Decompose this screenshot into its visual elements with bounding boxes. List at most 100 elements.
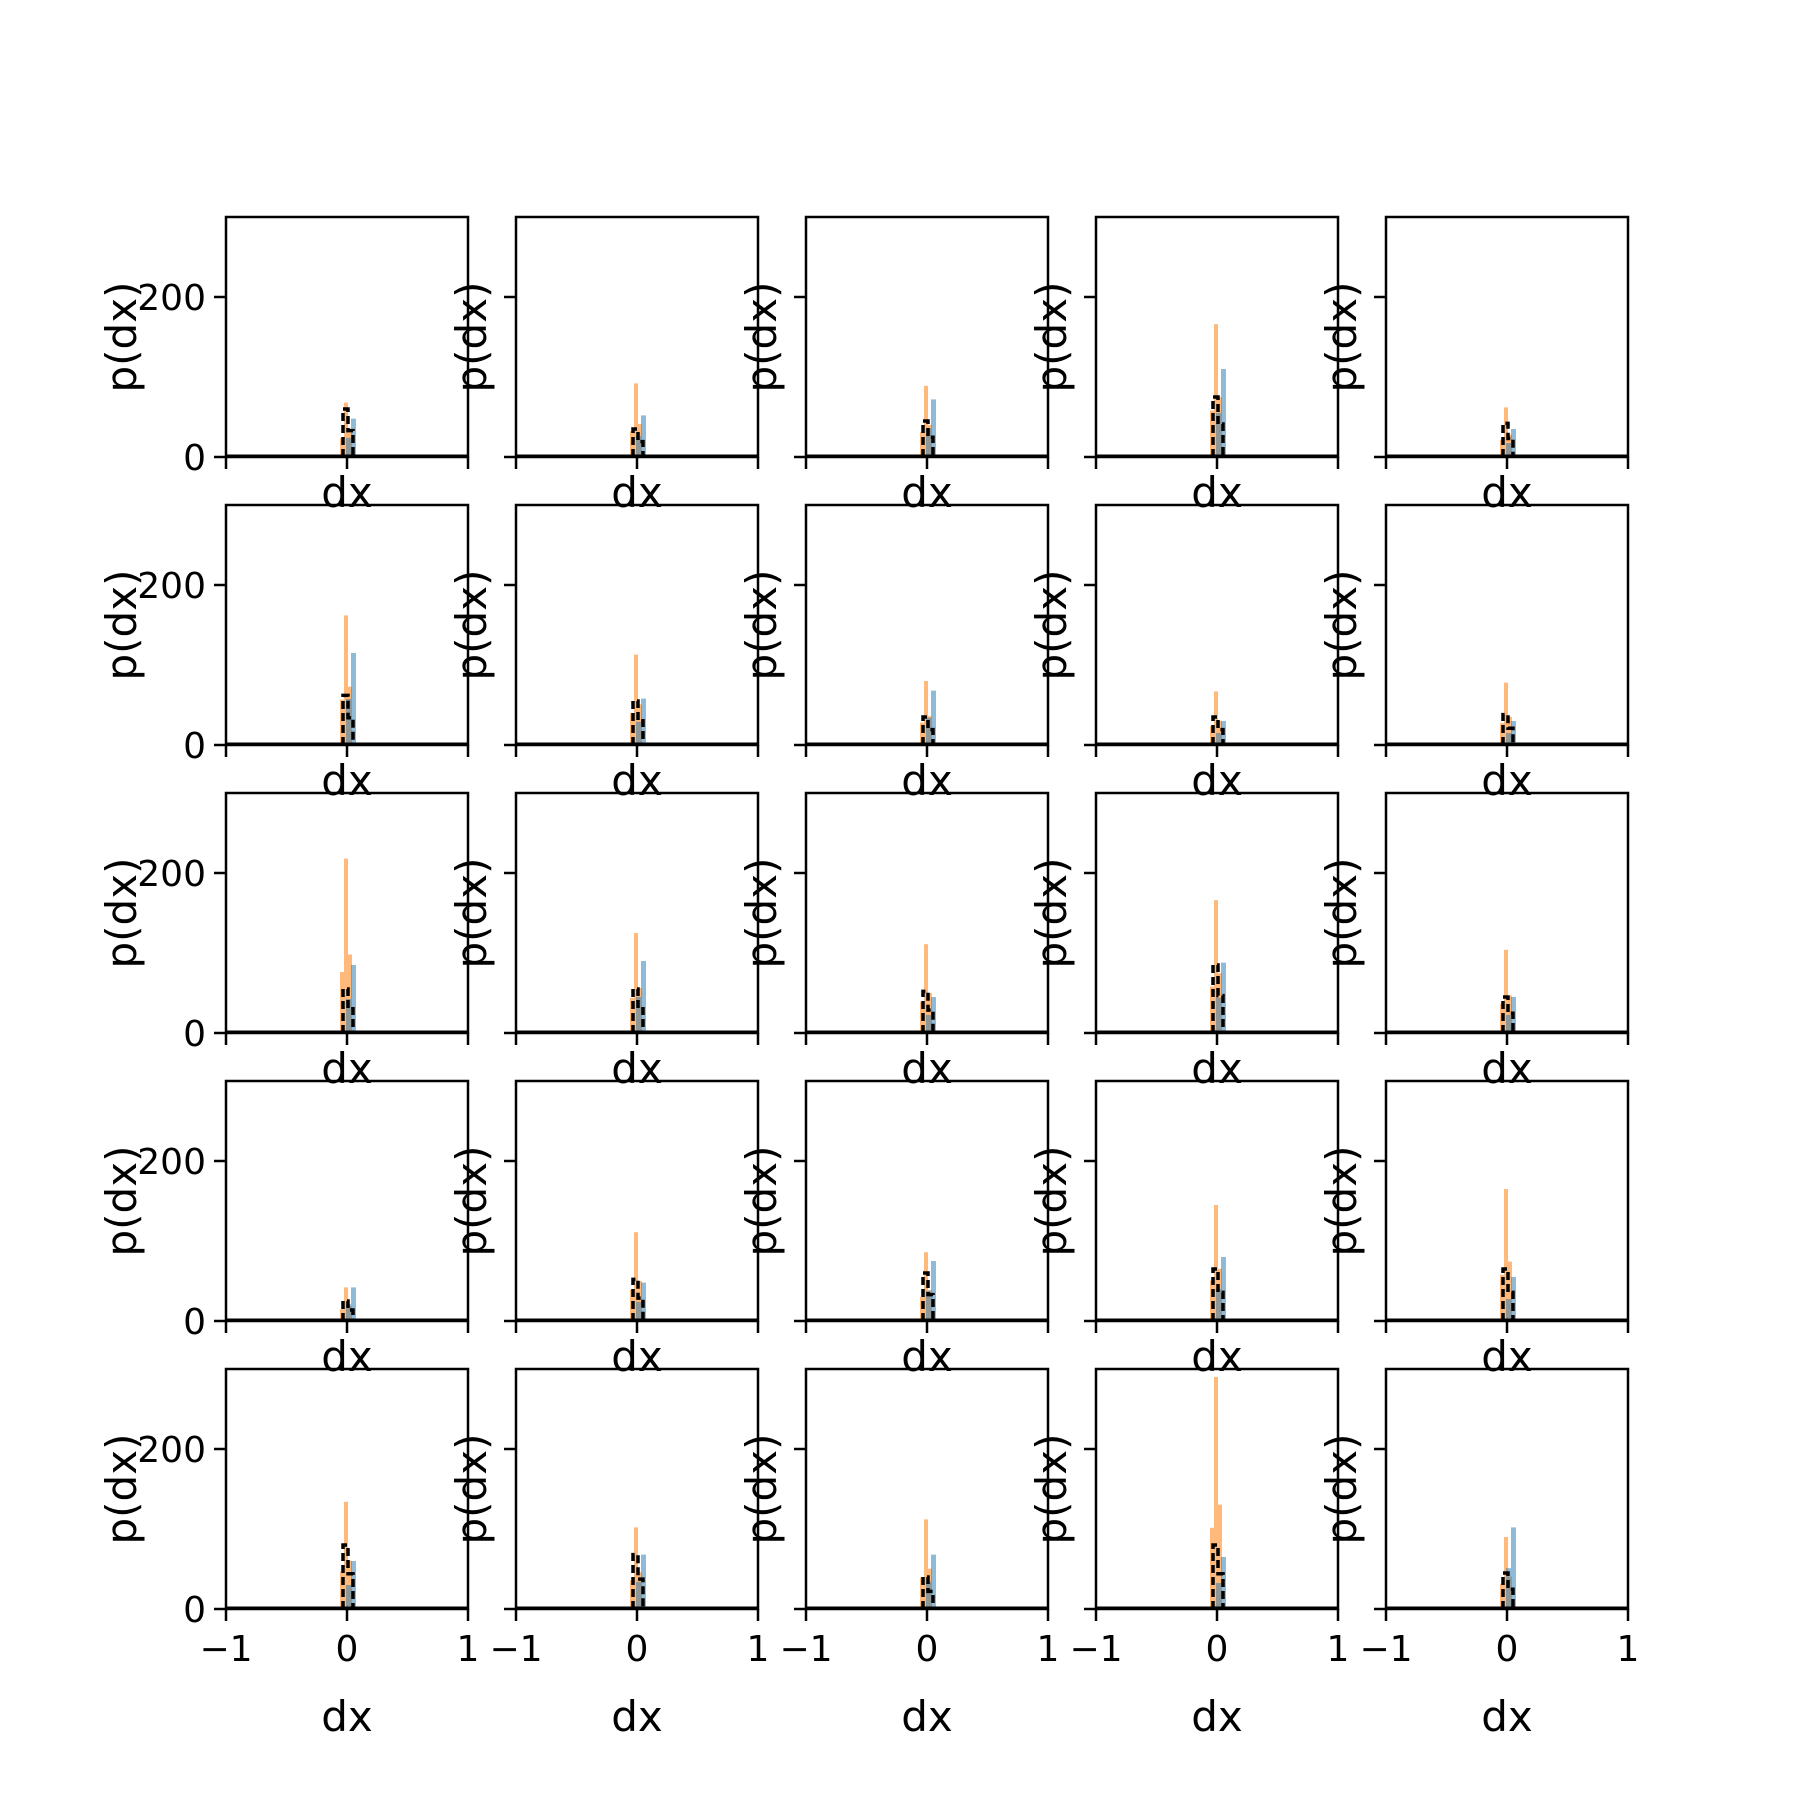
blue-hist-bar — [931, 1261, 936, 1321]
orange-hist-bar — [1210, 410, 1214, 457]
blue-hist-bar — [1506, 1299, 1511, 1321]
orange-hist-bar — [920, 722, 924, 745]
black-reference-step — [631, 699, 645, 745]
x-tick-label: 1 — [1327, 1629, 1350, 1670]
blue-hist-bar — [346, 1585, 351, 1609]
axes-frame — [224, 1079, 470, 1323]
x-axis-label: dx — [1481, 1692, 1533, 1741]
blue-hist-bar — [1216, 733, 1221, 745]
black-reference-step — [921, 1575, 935, 1609]
subplot-5-5: −1 0 1 dx p(dx) — [1317, 1367, 1639, 1741]
y-axis-label: p(dx) — [1027, 1146, 1076, 1257]
y-axis-label: p(dx) — [737, 282, 786, 393]
black-reference-step — [1211, 715, 1225, 745]
y-tick-label: 200 — [137, 566, 206, 607]
blue-hist-bar — [926, 428, 931, 457]
black-reference-step — [1211, 1543, 1225, 1609]
blue-hist-bar — [641, 961, 646, 1033]
y-axis-label: p(dx) — [447, 1434, 496, 1545]
orange-hist-bar — [1210, 986, 1214, 1033]
x-axis-label: dx — [1191, 1332, 1243, 1381]
blue-hist-bar — [1506, 443, 1511, 457]
black-reference-step — [1211, 963, 1225, 1033]
orange-hist-bar — [928, 993, 932, 1033]
x-axis-label: dx — [1191, 468, 1243, 517]
subplot-1-2: dx p(dx) — [447, 215, 760, 517]
orange-hist-bar — [1218, 1504, 1222, 1609]
orange-hist-bar — [1504, 1189, 1508, 1321]
y-axis-label: p(dx) — [1317, 1434, 1366, 1545]
orange-hist-bar — [1504, 407, 1508, 457]
y-axis-label: p(dx) — [1027, 1434, 1076, 1545]
y-axis-label: p(dx) — [1027, 570, 1076, 681]
subplot-4-5: dx p(dx) — [1317, 1079, 1630, 1381]
black-reference-step — [921, 1271, 935, 1321]
subplot-1-1: 0 200 dx p(dx) — [97, 215, 470, 517]
black-reference-step — [1211, 1267, 1225, 1321]
blue-hist-bar — [1506, 1568, 1511, 1609]
orange-hist-bar — [1210, 726, 1214, 745]
x-axis-label: dx — [321, 756, 373, 805]
y-axis-label: p(dx) — [1027, 858, 1076, 969]
x-axis-label: dx — [611, 1692, 663, 1741]
y-axis-label: p(dx) — [737, 1434, 786, 1545]
x-axis-label: dx — [901, 1044, 953, 1093]
subplot-4-4: dx p(dx) — [1027, 1079, 1340, 1381]
x-axis-label: dx — [321, 468, 373, 517]
subplot-2-4: dx p(dx) — [1027, 503, 1340, 805]
orange-hist-bar — [634, 1527, 638, 1609]
x-tick-label: 1 — [457, 1629, 480, 1670]
orange-hist-bar — [634, 1232, 638, 1321]
orange-hist-bar — [340, 437, 344, 457]
orange-hist-bar — [1214, 324, 1218, 457]
x-axis-label: dx — [321, 1044, 373, 1093]
blue-hist-bar — [1216, 1583, 1221, 1609]
y-tick-label: 0 — [183, 438, 206, 479]
x-tick-label: 1 — [747, 1629, 770, 1670]
x-axis-label: dx — [1191, 756, 1243, 805]
blue-hist-bar — [346, 1304, 351, 1321]
blue-hist-bar — [636, 1301, 641, 1321]
blue-hist-bar — [346, 437, 351, 457]
y-tick-label: 200 — [137, 1142, 206, 1183]
x-tick-label: −1 — [1359, 1629, 1412, 1670]
orange-hist-bar — [1508, 1261, 1512, 1321]
y-axis-label: p(dx) — [1027, 282, 1076, 393]
x-tick-label: 0 — [336, 1629, 359, 1670]
orange-hist-bar — [1508, 716, 1512, 745]
black-reference-step — [631, 987, 645, 1033]
blue-hist-bar — [346, 699, 351, 745]
x-axis-label: dx — [321, 1692, 373, 1741]
y-tick-label: 0 — [183, 1590, 206, 1631]
black-reference-step — [341, 693, 355, 745]
black-reference-step — [921, 715, 935, 745]
blue-hist-bar — [636, 1581, 641, 1609]
x-axis-label: dx — [901, 1692, 953, 1741]
y-axis-label: p(dx) — [737, 858, 786, 969]
x-axis-label: dx — [321, 1332, 373, 1381]
black-reference-step — [341, 1299, 355, 1321]
orange-hist-bar — [1500, 1274, 1504, 1321]
orange-hist-bar — [1500, 439, 1504, 457]
orange-hist-bar — [1218, 720, 1222, 745]
y-axis-label: p(dx) — [97, 1434, 146, 1545]
y-axis-label: p(dx) — [447, 282, 496, 393]
subplot-4-3: dx p(dx) — [737, 1079, 1050, 1381]
x-axis-label: dx — [901, 756, 953, 805]
y-axis-label: p(dx) — [737, 570, 786, 681]
orange-hist-bar — [348, 954, 352, 1033]
blue-hist-bar — [636, 721, 641, 745]
blue-hist-bar — [636, 997, 641, 1033]
subplot-2-2: dx p(dx) — [447, 503, 760, 805]
orange-hist-bar — [340, 699, 344, 745]
x-tick-label: −1 — [199, 1629, 252, 1670]
x-axis-label: dx — [1481, 756, 1533, 805]
blue-hist-bar — [1221, 369, 1226, 457]
x-tick-label: 1 — [1037, 1629, 1060, 1670]
blue-hist-bar — [926, 1291, 931, 1321]
orange-hist-bar — [344, 858, 348, 1033]
orange-hist-bar — [634, 933, 638, 1033]
black-reference-step — [631, 427, 645, 457]
y-axis-label: p(dx) — [447, 858, 496, 969]
blue-hist-bar — [346, 999, 351, 1033]
